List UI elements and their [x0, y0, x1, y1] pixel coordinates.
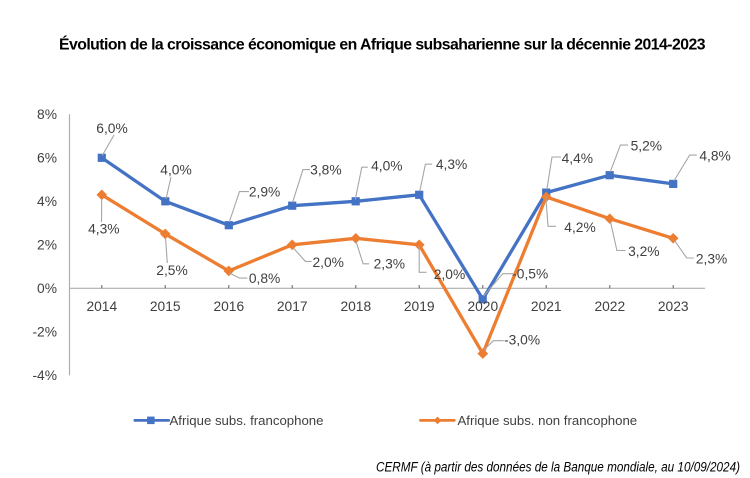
svg-text:2020: 2020 — [467, 299, 498, 314]
svg-text:4,4%: 4,4% — [562, 151, 593, 166]
svg-text:-3,0%: -3,0% — [504, 332, 540, 347]
svg-text:5,2%: 5,2% — [631, 138, 662, 153]
svg-text:4,0%: 4,0% — [160, 162, 191, 177]
svg-text:Afrique subs. non francophone: Afrique subs. non francophone — [458, 413, 638, 428]
svg-text:3,8%: 3,8% — [310, 162, 341, 177]
svg-text:2016: 2016 — [213, 299, 244, 314]
svg-text:2,5%: 2,5% — [156, 263, 187, 278]
svg-text:2,0%: 2,0% — [312, 255, 343, 270]
svg-text:4%: 4% — [37, 194, 57, 209]
svg-text:2,0%: 2,0% — [434, 267, 465, 282]
svg-text:2021: 2021 — [531, 299, 562, 314]
svg-text:3,2%: 3,2% — [628, 244, 659, 259]
svg-text:2023: 2023 — [658, 299, 689, 314]
svg-text:6,0%: 6,0% — [96, 121, 127, 136]
svg-text:6%: 6% — [37, 151, 57, 166]
svg-text:4,3%: 4,3% — [88, 222, 119, 237]
svg-text:-4%: -4% — [32, 368, 57, 383]
svg-text:2,3%: 2,3% — [374, 256, 405, 271]
svg-text:2014: 2014 — [86, 299, 117, 314]
svg-text:8%: 8% — [37, 107, 57, 122]
svg-text:Évolution de la croissance éco: Évolution de la croissance économique en… — [59, 35, 706, 54]
svg-text:4,3%: 4,3% — [436, 157, 467, 172]
svg-text:2017: 2017 — [277, 299, 308, 314]
svg-text:4,0%: 4,0% — [371, 159, 402, 174]
svg-text:0%: 0% — [37, 281, 57, 296]
svg-text:4,2%: 4,2% — [564, 220, 595, 235]
svg-text:2,9%: 2,9% — [249, 184, 280, 199]
svg-text:2015: 2015 — [150, 299, 181, 314]
svg-text:Afrique subs. francophone: Afrique subs. francophone — [170, 413, 324, 428]
svg-text:2019: 2019 — [404, 299, 435, 314]
svg-text:2018: 2018 — [340, 299, 371, 314]
svg-text:2%: 2% — [37, 238, 57, 253]
svg-text:4,8%: 4,8% — [699, 148, 730, 163]
svg-text:CERMF (à partir des données de: CERMF (à partir des données de la Banque… — [376, 460, 740, 475]
svg-text:2022: 2022 — [594, 299, 625, 314]
svg-text:-0,5%: -0,5% — [512, 266, 548, 281]
svg-text:2,3%: 2,3% — [696, 251, 727, 266]
svg-text:-2%: -2% — [32, 325, 57, 340]
svg-text:0,8%: 0,8% — [249, 271, 280, 286]
